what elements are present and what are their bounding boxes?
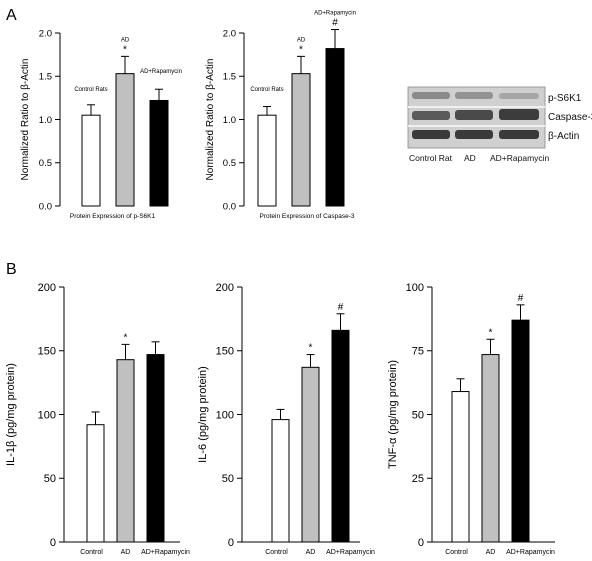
y-tick-label: 50 (44, 473, 56, 485)
significance-mark: # (332, 18, 338, 29)
x-tick-label: Control (80, 549, 103, 556)
x-tick-label: AD (121, 549, 131, 556)
y-tick-label: 200 (38, 282, 56, 294)
blot-band (499, 130, 539, 139)
blot-band (412, 92, 450, 99)
y-tick-label: 1.0 (223, 115, 236, 126)
bar-control-rats (81, 114, 101, 207)
blot-band (412, 130, 450, 139)
bar-control (86, 424, 105, 543)
y-tick-label: 0.5 (223, 158, 236, 169)
western-blot: p-S6K1 Caspase-3 β-Actin Control Rat AD … (407, 86, 592, 163)
panel-b-letter: B (6, 261, 17, 278)
x-tick-label: AD+Rapamycin (326, 549, 375, 556)
y-tick-label: 0.5 (39, 158, 52, 169)
y-tick-label: 100 (38, 409, 56, 421)
y-tick-label: 0 (228, 537, 234, 549)
panel-a-letter: A (6, 7, 17, 24)
y-tick-label: 1.5 (223, 72, 236, 83)
bar-ad (116, 359, 135, 543)
y-axis-label: Normalized Ratio to β-Actin (20, 59, 31, 181)
blot-lane-label-ad-rapamycin: AD+Rapamycin (490, 153, 550, 163)
bar-label: AD (297, 37, 306, 43)
y-tick-label: 50 (222, 473, 234, 485)
bar-ad-rapamycin (511, 319, 530, 543)
bar-label: AD+Rapamycin (140, 69, 182, 75)
y-tick-label: 0 (50, 537, 56, 549)
bar-ad (291, 73, 311, 207)
x-tick-label: Control (265, 549, 288, 556)
y-tick-label: 150 (38, 346, 56, 358)
y-tick-label: 1.0 (39, 115, 52, 126)
x-tick-label: AD+Rapamycin (141, 549, 190, 556)
significance-mark: # (518, 293, 524, 304)
significance-mark: * (309, 343, 313, 354)
bar-ad (301, 366, 320, 543)
y-tick-label: 0 (418, 537, 424, 549)
chart-caspase-3: 0.0 0.5 1.0 1.5 2.0 Normalized Ratio to β-Act… (205, 11, 356, 220)
blot-band (455, 130, 493, 139)
y-tick-label: 75 (412, 346, 424, 358)
bar-ad-rapamycin (325, 48, 345, 207)
y-axis-label: TNF-α (pg/mg protein) (387, 360, 399, 469)
y-tick-label: 0.0 (223, 201, 236, 212)
blot-lane-label-ad: AD (464, 153, 476, 163)
blot-band-label-p-s6k1: p-S6K1 (548, 93, 582, 104)
bar-control-rats (257, 114, 277, 207)
y-axis-label: IL-6 (pg/mg protein) (197, 366, 209, 463)
blot-band-label-caspase-3: Caspase-3 (548, 112, 592, 123)
y-tick-label: 1.5 (39, 72, 52, 83)
bar-label: Control Rats (74, 87, 107, 93)
bar-ad (481, 354, 500, 543)
y-axis-label: Normalized Ratio to β-Actin (205, 59, 216, 181)
bar-label: AD+Rapamycin (314, 11, 356, 17)
x-axis-label: Protein Expression of p-S6K1 (70, 213, 156, 220)
x-tick-label: AD (486, 549, 496, 556)
bar-control (451, 391, 470, 543)
bar-ad-rapamycin (146, 354, 165, 543)
y-tick-label: 25 (412, 473, 424, 485)
bar-label: Control Rats (250, 87, 283, 93)
y-tick-label: 50 (412, 409, 424, 421)
y-tick-label: 2.0 (223, 28, 236, 39)
blot-band (499, 109, 539, 120)
y-tick-label: 200 (216, 282, 234, 294)
chart-il-6: 0 50 100 150 200 IL-6 (pg/mg protein) Control *… (197, 282, 375, 556)
bar-ad-rapamycin (331, 329, 350, 543)
blot-band (455, 110, 493, 120)
chart-il-1b: 0 50 100 150 200 IL-1β (pg/mg protein) Control… (5, 282, 190, 556)
bar-label: AD (121, 37, 130, 43)
x-tick-label: AD (306, 549, 316, 556)
chart-p-s6k1: 0.0 0.5 1.0 1.5 2.0 Normalized Ratio to β-Act… (20, 28, 182, 220)
bar-control (271, 419, 290, 543)
y-tick-label: 0.0 (39, 201, 52, 212)
significance-mark: * (124, 332, 128, 343)
significance-mark: * (123, 44, 127, 55)
x-tick-label: Control (445, 549, 468, 556)
blot-band (455, 92, 493, 99)
blot-band (499, 93, 539, 99)
y-tick-label: 100 (216, 409, 234, 421)
x-tick-label: AD+Rapamycin (506, 549, 555, 556)
significance-mark: * (299, 44, 303, 55)
bar-ad-rapamycin (149, 99, 169, 207)
y-axis-label: IL-1β (pg/mg protein) (5, 363, 17, 466)
y-tick-label: 150 (216, 346, 234, 358)
bar-ad (115, 73, 135, 207)
blot-band-label-beta-actin: β-Actin (548, 131, 579, 142)
blot-lane-label-control: Control Rat (409, 153, 453, 163)
significance-mark: # (338, 302, 344, 313)
x-axis-label: Protein Expression of Caspase-3 (259, 213, 354, 220)
chart-tnf-a: 0 25 50 75 100 TNF-α (pg/mg protein) Control * A… (387, 282, 555, 556)
significance-mark: * (489, 327, 493, 338)
y-tick-label: 100 (406, 282, 424, 294)
y-tick-label: 2.0 (39, 28, 52, 39)
blot-band (412, 111, 450, 120)
